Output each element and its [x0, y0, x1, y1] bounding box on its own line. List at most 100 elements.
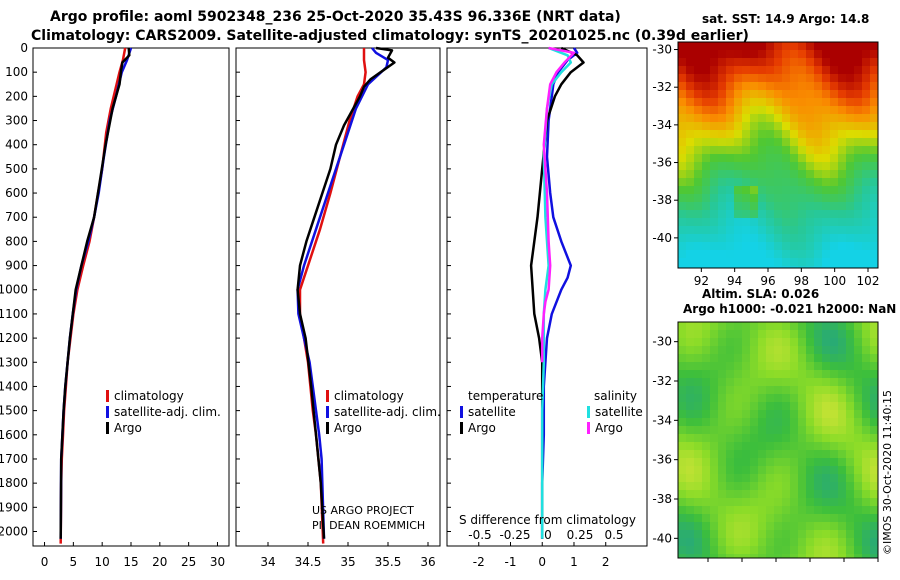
sla-cell	[750, 394, 758, 402]
sst-cell	[726, 226, 734, 234]
sla-cell	[702, 466, 710, 474]
sst-cell	[742, 210, 750, 218]
sst-cell	[854, 162, 862, 170]
sla-lat-label: -32	[652, 374, 672, 388]
sla-cell	[798, 418, 806, 426]
sst-cell	[798, 210, 806, 218]
sst-cell	[686, 50, 694, 58]
sst-cell	[742, 130, 750, 138]
sst-cell	[870, 218, 878, 226]
sla-cell	[734, 514, 742, 522]
sst-cell	[798, 186, 806, 194]
sst-cell	[750, 202, 758, 210]
sst-cell	[726, 82, 734, 90]
sla-cell	[734, 426, 742, 434]
sla-cell	[806, 466, 814, 474]
sst-cell	[830, 226, 838, 234]
sst-cell	[846, 210, 854, 218]
sst-cell	[774, 90, 782, 98]
sst-cell	[678, 138, 686, 146]
sst-cell	[678, 58, 686, 66]
sla-cell	[830, 330, 838, 338]
sst-cell	[782, 146, 790, 154]
sla-cell	[790, 482, 798, 490]
sla-cell	[742, 402, 750, 410]
sla-cell	[750, 370, 758, 378]
sla-cell	[814, 394, 822, 402]
sst-cell	[862, 130, 870, 138]
sla-cell	[702, 442, 710, 450]
sla-cell	[734, 442, 742, 450]
sla-cell	[806, 498, 814, 506]
sst-cell	[710, 210, 718, 218]
sst-cell	[838, 90, 846, 98]
sla-cell	[678, 394, 686, 402]
sla-cell	[846, 346, 854, 354]
sst-cell	[686, 122, 694, 130]
sla-cell	[870, 554, 878, 558]
sla-cell	[814, 530, 822, 538]
sla-cell	[726, 522, 734, 530]
sst-cell	[702, 138, 710, 146]
sst-cell	[774, 186, 782, 194]
sst-cell	[766, 122, 774, 130]
sla-cell	[854, 370, 862, 378]
sst-cell	[686, 226, 694, 234]
sst-cell	[814, 186, 822, 194]
sla-cell	[758, 546, 766, 554]
sst-cell	[686, 186, 694, 194]
sla-cell	[806, 514, 814, 522]
sst-cell	[790, 266, 798, 268]
sst-cell	[734, 250, 742, 258]
sla-cell	[686, 362, 694, 370]
sla-cell	[678, 346, 686, 354]
sla-cell	[750, 426, 758, 434]
difference-axis: -2 -1 0 1 2	[473, 542, 610, 569]
sla-cell	[838, 378, 846, 386]
sla-cell	[766, 362, 774, 370]
sla-cell	[726, 378, 734, 386]
sst-cell	[774, 114, 782, 122]
sst-cell	[798, 74, 806, 82]
sst-cell	[790, 82, 798, 90]
depth-tick-label: 600	[5, 186, 28, 200]
sst-cell	[790, 98, 798, 106]
legend-swatch-argo	[106, 422, 109, 434]
sst-map-panel: sat. SST: 14.9 Argo: 14.8 -30-32-34-36-3…	[652, 12, 879, 288]
sla-cell	[702, 354, 710, 362]
sla-cell	[798, 538, 806, 546]
sla-cell	[734, 370, 742, 378]
sst-cell	[750, 130, 758, 138]
sst-cell	[838, 146, 846, 154]
sla-cell	[854, 530, 862, 538]
sla-cell	[814, 338, 822, 346]
series-line-temperature-argo	[529, 46, 585, 539]
sla-cell	[774, 402, 782, 410]
sst-cell	[814, 250, 822, 258]
sst-cell	[782, 122, 790, 130]
sla-cell	[854, 522, 862, 530]
sla-cell	[846, 450, 854, 458]
sla-cell	[726, 338, 734, 346]
sla-cell	[846, 370, 854, 378]
sla-cell	[862, 498, 870, 506]
depth-tick-label: 1300	[0, 355, 28, 369]
sla-cell	[782, 466, 790, 474]
sla-cell	[710, 378, 718, 386]
sst-cell	[870, 138, 878, 146]
sst-cell	[766, 226, 774, 234]
sst-cell	[790, 50, 798, 58]
sst-cell	[830, 122, 838, 130]
sla-cell	[702, 394, 710, 402]
sla-cell	[710, 498, 718, 506]
sla-cell	[846, 506, 854, 514]
sla-cell	[766, 370, 774, 378]
sst-cell	[718, 170, 726, 178]
sst-cell	[718, 130, 726, 138]
sst-cell	[718, 202, 726, 210]
sst-cell	[686, 194, 694, 202]
sst-cell	[686, 146, 694, 154]
sst-cell	[830, 114, 838, 122]
sla-cell	[742, 426, 750, 434]
